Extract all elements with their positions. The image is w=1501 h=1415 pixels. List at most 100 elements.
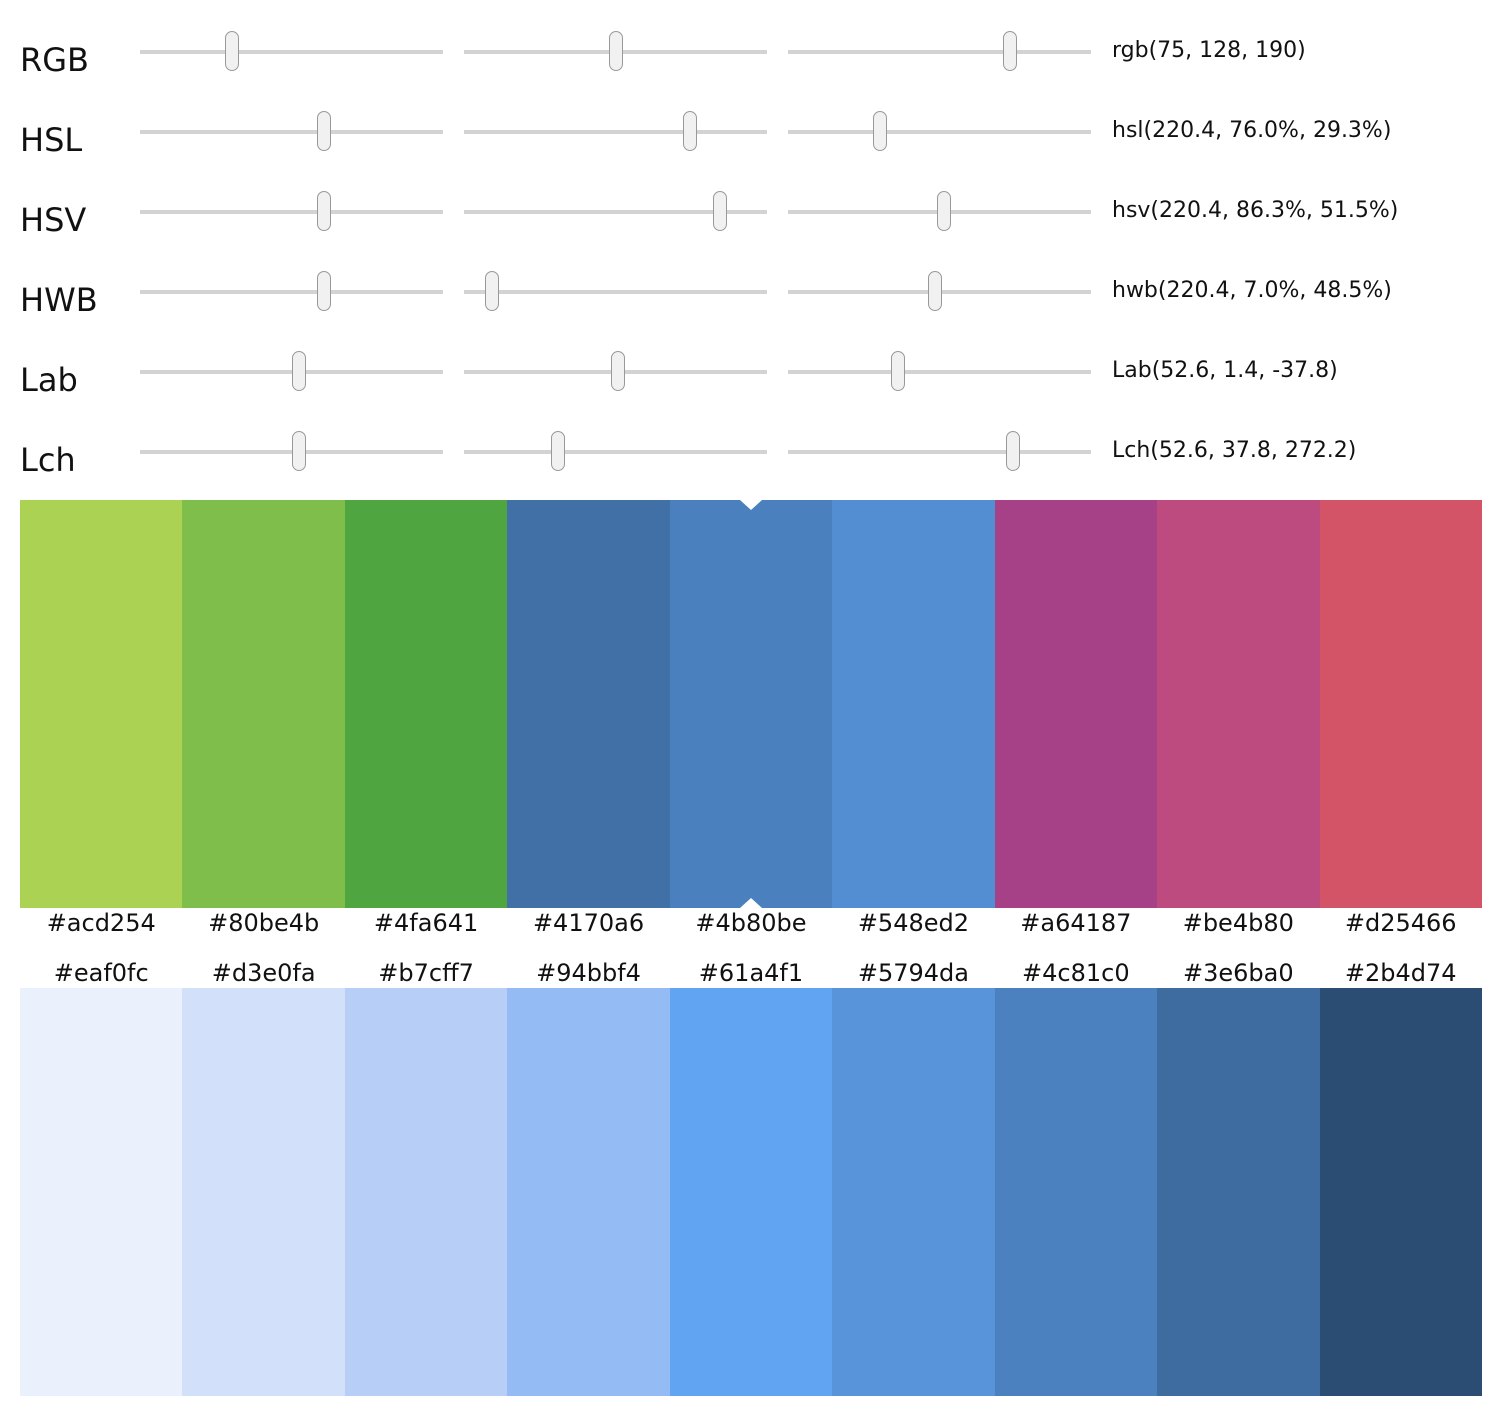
hex-label: #4fa641 bbox=[373, 909, 479, 937]
hex-label: #d3e0fa bbox=[211, 959, 316, 987]
slider-thumb[interactable] bbox=[1005, 431, 1020, 471]
model-label: HSV bbox=[20, 201, 87, 239]
hsv-slider-1[interactable] bbox=[140, 190, 443, 250]
color-swatch[interactable] bbox=[1157, 988, 1320, 1396]
hex-label: #94bbf4 bbox=[536, 959, 641, 987]
color-swatch[interactable] bbox=[669, 500, 833, 908]
hue-palette bbox=[20, 500, 1482, 908]
hsv-slider-2[interactable] bbox=[464, 190, 767, 250]
color-swatch[interactable] bbox=[182, 988, 345, 1396]
slider-thumb[interactable] bbox=[1002, 31, 1017, 71]
hwb-slider-2[interactable] bbox=[464, 270, 767, 330]
lch-slider-1[interactable] bbox=[140, 430, 443, 490]
color-swatch[interactable] bbox=[1319, 988, 1482, 1396]
color-swatch[interactable] bbox=[832, 500, 995, 908]
slider-thumb[interactable] bbox=[610, 351, 625, 391]
model-value-text: Lch(52.6, 37.8, 272.2) bbox=[1112, 438, 1357, 463]
slider-thumb[interactable] bbox=[551, 431, 566, 471]
slider-thumb[interactable] bbox=[936, 191, 951, 231]
hsl-slider-3[interactable] bbox=[788, 110, 1091, 170]
color-swatch[interactable] bbox=[344, 500, 508, 908]
slider-track bbox=[140, 290, 443, 294]
model-row-lch: Lch Lch(52.6, 37.8, 272.2) bbox=[0, 430, 1501, 490]
hsl-slider-2[interactable] bbox=[464, 110, 767, 170]
selected-marker-top-icon bbox=[740, 500, 762, 510]
hex-label: #548ed2 bbox=[857, 909, 969, 937]
selected-marker-bottom-icon bbox=[740, 898, 762, 908]
hex-label: #a64187 bbox=[1020, 909, 1132, 937]
color-swatch[interactable] bbox=[832, 988, 995, 1396]
model-value-text: hsv(220.4, 86.3%, 51.5%) bbox=[1112, 198, 1399, 223]
model-value-text: Lab(52.6, 1.4, -37.8) bbox=[1112, 358, 1338, 383]
color-swatch[interactable] bbox=[994, 988, 1158, 1396]
color-swatch[interactable] bbox=[344, 988, 508, 1396]
lch-slider-3[interactable] bbox=[788, 430, 1091, 490]
lab-slider-3[interactable] bbox=[788, 350, 1091, 410]
slider-thumb[interactable] bbox=[291, 351, 306, 391]
hex-label: #eaf0fc bbox=[53, 959, 149, 987]
slider-track bbox=[788, 50, 1091, 54]
hwb-slider-3[interactable] bbox=[788, 270, 1091, 330]
model-row-hsl: HSL hsl(220.4, 76.0%, 29.3%) bbox=[0, 110, 1501, 170]
slider-thumb[interactable] bbox=[316, 191, 331, 231]
slider-track bbox=[464, 290, 767, 294]
hex-label: #b7cff7 bbox=[378, 959, 474, 987]
slider-thumb[interactable] bbox=[873, 111, 888, 151]
model-value-text: hsl(220.4, 76.0%, 29.3%) bbox=[1112, 118, 1392, 143]
lab-slider-2[interactable] bbox=[464, 350, 767, 410]
color-swatch[interactable] bbox=[20, 500, 183, 908]
hex-label: #4170a6 bbox=[532, 909, 645, 937]
hex-label: #4b80be bbox=[695, 909, 807, 937]
rgb-slider-3[interactable] bbox=[788, 30, 1091, 90]
color-swatch[interactable] bbox=[20, 988, 183, 1396]
hex-label: #3e6ba0 bbox=[1182, 959, 1294, 987]
model-label: Lab bbox=[20, 361, 78, 399]
lab-slider-1[interactable] bbox=[140, 350, 443, 410]
slider-track bbox=[464, 450, 767, 454]
slider-track bbox=[464, 210, 767, 214]
hsv-slider-3[interactable] bbox=[788, 190, 1091, 250]
model-row-hwb: HWB hwb(220.4, 7.0%, 48.5%) bbox=[0, 270, 1501, 330]
slider-track bbox=[140, 450, 443, 454]
color-swatch[interactable] bbox=[507, 988, 670, 1396]
hue-hex-labels: #acd254 #80be4b #4fa641 #4170a6 #4b80be #548e… bbox=[20, 908, 1482, 938]
hex-label: #acd254 bbox=[46, 909, 156, 937]
slider-track bbox=[788, 450, 1091, 454]
slider-thumb[interactable] bbox=[225, 31, 240, 71]
slider-thumb[interactable] bbox=[316, 271, 331, 311]
slider-track bbox=[140, 130, 443, 134]
slider-thumb[interactable] bbox=[291, 431, 306, 471]
hsl-slider-1[interactable] bbox=[140, 110, 443, 170]
color-swatch[interactable] bbox=[669, 988, 833, 1396]
hex-label: #4c81c0 bbox=[1022, 959, 1130, 987]
lch-slider-2[interactable] bbox=[464, 430, 767, 490]
model-label: HSL bbox=[20, 121, 83, 159]
model-label: HWB bbox=[20, 281, 98, 319]
hwb-slider-1[interactable] bbox=[140, 270, 443, 330]
color-swatch[interactable] bbox=[507, 500, 670, 908]
rgb-slider-2[interactable] bbox=[464, 30, 767, 90]
slider-thumb[interactable] bbox=[928, 271, 943, 311]
slider-thumb[interactable] bbox=[485, 271, 500, 311]
slider-track bbox=[788, 370, 1091, 374]
slider-thumb[interactable] bbox=[712, 191, 727, 231]
hex-label: #5794da bbox=[857, 959, 969, 987]
slider-track bbox=[140, 370, 443, 374]
slider-thumb[interactable] bbox=[890, 351, 905, 391]
slider-thumb[interactable] bbox=[609, 31, 624, 71]
slider-thumb[interactable] bbox=[316, 111, 331, 151]
model-row-rgb: RGB rgb(75, 128, 190) bbox=[0, 30, 1501, 90]
slider-track bbox=[140, 50, 443, 54]
slider-track bbox=[788, 130, 1091, 134]
rgb-slider-1[interactable] bbox=[140, 30, 443, 90]
color-swatch[interactable] bbox=[182, 500, 345, 908]
slider-thumb[interactable] bbox=[683, 111, 698, 151]
slider-track bbox=[140, 210, 443, 214]
hex-label: #61a4f1 bbox=[698, 959, 804, 987]
model-label: RGB bbox=[20, 41, 89, 79]
model-value-text: hwb(220.4, 7.0%, 48.5%) bbox=[1112, 278, 1392, 303]
color-swatch[interactable] bbox=[1157, 500, 1320, 908]
model-value-text: rgb(75, 128, 190) bbox=[1112, 38, 1306, 63]
color-swatch[interactable] bbox=[994, 500, 1158, 908]
color-swatch[interactable] bbox=[1319, 500, 1482, 908]
